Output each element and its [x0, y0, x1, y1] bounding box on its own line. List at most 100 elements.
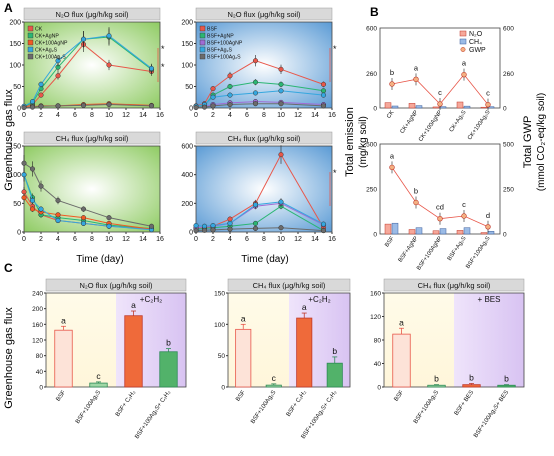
- x-tick-label: 6: [73, 112, 77, 119]
- data-point: [278, 66, 284, 72]
- category-label: BSF+100Ag₂S+ C₂H₂: [134, 389, 172, 440]
- data-point: [320, 221, 327, 227]
- y2-tick-label: 0: [503, 232, 507, 239]
- legend-swatch-ch4: [459, 38, 467, 45]
- significance-letter: b: [504, 374, 509, 384]
- data-point: [210, 227, 216, 233]
- x-tick-label: 12: [294, 236, 302, 243]
- y-tick-label: 0: [373, 232, 377, 239]
- legend-label: CK+100AgNP: [35, 41, 68, 47]
- data-point: [227, 73, 233, 79]
- bar-ch4: [439, 228, 447, 235]
- bar: [296, 317, 313, 388]
- x-tick-label: 4: [56, 236, 60, 243]
- chart-title-bar: [195, 7, 333, 21]
- significance-letter: c: [272, 373, 277, 383]
- significance-letter: a: [462, 59, 467, 68]
- category-label: BSF: [394, 389, 406, 402]
- y-tick-label: 50: [185, 84, 193, 91]
- data-point: [320, 103, 327, 109]
- legend-swatch: [27, 39, 34, 46]
- y-tick-label: 120: [32, 338, 43, 345]
- data-point: [193, 228, 199, 234]
- x-tick-label: 14: [139, 236, 147, 243]
- x-tick-label: 12: [122, 112, 130, 119]
- category-label: BSF+100AgNP: [416, 236, 444, 272]
- y-axis-label-c: Greenhouse gas flux: [3, 307, 15, 409]
- data-point: [201, 104, 208, 110]
- category-label: BSF+100Ag₂S+ C₂H₂: [301, 389, 339, 440]
- data-point: [38, 92, 44, 98]
- y-tick-label: 0: [373, 106, 377, 113]
- y-tick-label: 150: [9, 41, 21, 48]
- gwp-point: [389, 164, 395, 171]
- x-tick-label: 12: [294, 112, 302, 119]
- y-tick-label: 150: [9, 144, 21, 151]
- gwp-point: [413, 76, 419, 83]
- category-label: CK+Ag₂S: [449, 110, 468, 134]
- bar: [462, 384, 481, 388]
- data-point: [55, 58, 61, 64]
- category-label: BSF+ BES: [454, 390, 475, 417]
- y-tick-label: 100: [9, 172, 21, 179]
- x-tick-label: 6: [73, 236, 77, 243]
- y2-tick-label: 250: [503, 187, 514, 194]
- x-tick-label: 10: [277, 236, 285, 243]
- plot-area: [23, 145, 161, 233]
- data-point: [193, 223, 199, 229]
- data-point: [29, 197, 36, 204]
- data-point: [55, 217, 61, 224]
- y-tick-label: 160: [32, 322, 43, 329]
- gwp-point: [485, 224, 491, 230]
- y-tick-label: 0: [221, 385, 225, 392]
- bar: [235, 328, 252, 388]
- x-tick-label: 10: [277, 112, 285, 119]
- bar-n2o: [480, 106, 488, 109]
- significance-letter: b: [434, 374, 439, 384]
- legend-label: BSF+100AgNP: [207, 41, 243, 47]
- significance-letter: a: [61, 315, 66, 325]
- y-tick-label: 240: [32, 291, 43, 298]
- significance-letter: cd: [436, 203, 444, 212]
- legend-swatch: [27, 53, 34, 60]
- bar-ch4: [415, 227, 423, 235]
- y-tick-label: 160: [370, 291, 381, 298]
- legend-swatch-n2o: [459, 30, 467, 37]
- bar: [124, 315, 143, 388]
- chart-title: N₂O flux (μg/h/kg soil): [79, 281, 153, 290]
- bar-n2o: [456, 101, 464, 109]
- data-point: [29, 166, 36, 172]
- y-tick-label: 200: [181, 201, 193, 208]
- bar-n2o: [432, 230, 440, 235]
- data-point: [148, 103, 155, 109]
- x-tick-label: 8: [262, 112, 266, 119]
- category-label: CK+AgNP: [399, 110, 419, 135]
- chart-title: CH₄ flux (μg/h/kg soil): [228, 134, 301, 143]
- significance-letter: b: [414, 187, 418, 196]
- x-tick-label: 6: [245, 236, 249, 243]
- x-tick-label: 16: [328, 236, 336, 243]
- plot-frame: [227, 292, 351, 388]
- data-point: [252, 220, 259, 226]
- gwp-point: [485, 101, 491, 108]
- x-tick-label: 12: [122, 236, 130, 243]
- legend-swatch: [27, 46, 34, 53]
- data-point: [320, 81, 327, 87]
- data-point: [55, 73, 61, 79]
- data-point: [55, 212, 61, 218]
- y-tick-label: 600: [181, 144, 193, 151]
- bar-ch4: [487, 231, 495, 235]
- data-point: [252, 101, 259, 107]
- y-tick-label: 150: [181, 41, 193, 48]
- y-tick-label: 0: [17, 230, 21, 237]
- x-tick-label: 16: [156, 112, 164, 119]
- data-point: [252, 58, 259, 64]
- x-tick-label: 10: [105, 112, 113, 119]
- bar-n2o: [480, 232, 488, 235]
- significance-letter: c: [486, 89, 490, 98]
- data-point: [21, 195, 27, 201]
- x-axis-label-a-right: Time (day): [241, 254, 288, 265]
- gwp-point: [389, 81, 395, 87]
- legend-label: BSF+Ag₂S: [207, 48, 232, 54]
- significance-letter: a: [302, 302, 307, 312]
